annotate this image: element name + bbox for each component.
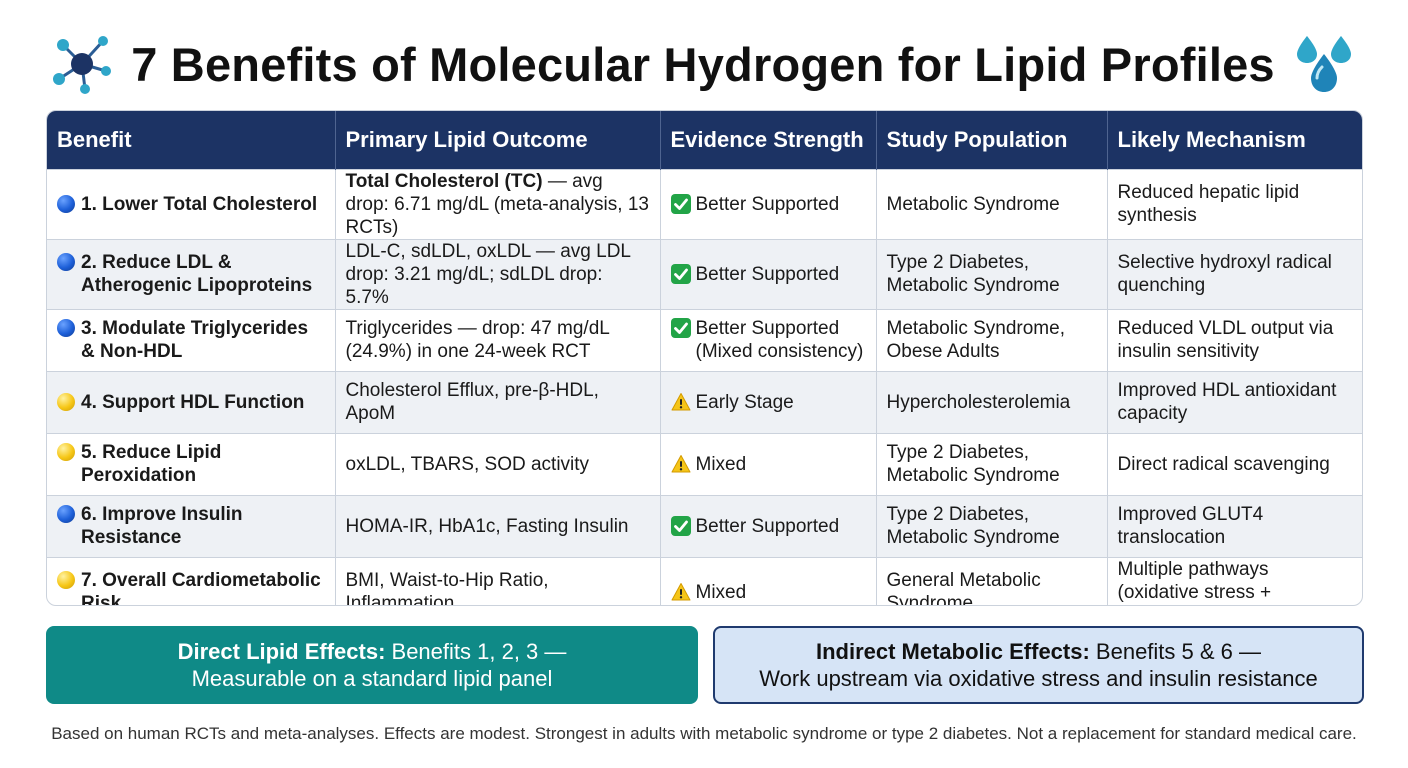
evidence-cell: Mixed: [660, 556, 877, 605]
indirect-effects-box: Indirect Metabolic Effects: Benefits 5 &…: [713, 626, 1364, 704]
evidence-label: Better Supported (Mixed consistency): [695, 318, 864, 362]
indirect-effects-line2: Work upstream via oxidative stress and i…: [759, 666, 1318, 691]
evidence-label: Early Stage: [695, 391, 794, 413]
benefit-cell: 6. Improve Insulin Resistance: [47, 494, 336, 557]
benefit-label: 1. Lower Total Cholesterol: [81, 193, 318, 215]
benefit-label: 6. Improve Insulin Resistance: [81, 504, 243, 548]
blue-dot-icon: [57, 194, 75, 213]
indirect-effects-label: Indirect Metabolic Effects:: [815, 639, 1090, 664]
benefit-label: 5. Reduce Lipid Peroxidation: [81, 442, 222, 486]
population-cell: Metabolic Syndrome: [876, 168, 1108, 239]
indirect-effects-line1: Benefits 5 & 6 —: [1089, 639, 1262, 664]
evidence-cell: Early Stage: [660, 370, 877, 433]
evidence-cell: Better Supported: [660, 238, 877, 309]
mechanism-cell: Improved HDL antioxidant capacity: [1107, 370, 1362, 433]
population-cell: Type 2 Diabetes, Metabolic Syndrome: [876, 494, 1108, 557]
benefit-cell: 5. Reduce Lipid Peroxidation: [47, 432, 336, 495]
check-mark-icon: [670, 193, 691, 214]
evidence-label: Better Supported: [695, 263, 840, 285]
outcome-cell: oxLDL, TBARS, SOD activity: [335, 432, 661, 495]
outcome-cell: HOMA-IR, HbA1c, Fasting Insulin: [335, 494, 661, 557]
check-mark-icon: [670, 515, 691, 536]
evidence-label: Better Supported: [695, 193, 840, 215]
evidence-label: Mixed: [695, 581, 747, 603]
column-header-outcome: Primary Lipid Outcome: [335, 111, 661, 169]
outcome-text: HOMA-IR, HbA1c, Fasting Insulin: [345, 515, 629, 537]
outcome-cell: LDL-C, sdLDL, oxLDL — avg LDL drop: 3.21…: [335, 238, 661, 309]
direct-effects-line1: Benefits 1, 2, 3 —: [385, 639, 567, 664]
yellow-dot-icon: [57, 571, 75, 589]
population-cell: Metabolic Syndrome, Obese Adults: [876, 308, 1108, 371]
direct-effects-box: Direct Lipid Effects: Benefits 1, 2, 3 —…: [46, 626, 698, 704]
benefit-label: 4. Support HDL Function: [81, 391, 305, 413]
column-header-mechanism: Likely Mechanism: [1107, 111, 1362, 169]
outcome-text: oxLDL, TBARS, SOD activity: [345, 453, 590, 475]
yellow-dot-icon: [57, 392, 75, 411]
table-header-row: Benefit Primary Lipid Outcome Evidence S…: [47, 111, 1362, 169]
benefit-label: 3. Modulate Triglycerides & Non-HDL: [81, 318, 309, 362]
page-header: 7 Benefits of Molecular Hydrogen for Lip…: [0, 22, 1408, 106]
yellow-dot-icon: [57, 443, 75, 461]
mechanism-cell: Selective hydroxyl radical quenching: [1107, 238, 1362, 309]
column-header-evidence: Evidence Strength: [660, 111, 877, 169]
evidence-cell: Better Supported (Mixed consistency): [660, 308, 877, 371]
outcome-text: Cholesterol Efflux, pre-β-HDL, ApoM: [345, 380, 599, 424]
population-cell: Type 2 Diabetes, Metabolic Syndrome: [876, 432, 1108, 495]
table-row: 7. Overall Cardiometabolic Risk BMI, Wais…: [47, 556, 1362, 606]
evidence-cell: Better Supported: [660, 168, 877, 239]
outcome-cell: Triglycerides — drop: 47 mg/dL (24.9%) i…: [335, 308, 661, 371]
outcome-text: BMI, Waist-to-Hip Ratio, Inflammation: [345, 570, 549, 606]
evidence-cell: Mixed: [660, 432, 877, 495]
blue-dot-icon: [57, 505, 75, 523]
benefit-label: 2. Reduce LDL & Atherogenic Lipoproteins: [81, 252, 313, 296]
warning-icon: [671, 392, 690, 410]
direct-effects-label: Direct Lipid Effects:: [177, 639, 386, 664]
warning-icon: [671, 582, 690, 600]
column-header-population: Study Population: [876, 111, 1108, 169]
mechanism-cell: Improved GLUT4 translocation: [1107, 494, 1362, 557]
check-mark-icon: [670, 263, 691, 284]
population-cell: General Metabolic Syndrome: [876, 556, 1108, 605]
outcome-text: LDL-C, sdLDL, oxLDL — avg LDL drop: 3.21…: [345, 240, 631, 308]
table-row: 2. Reduce LDL & Atherogenic Lipoproteins…: [47, 238, 1362, 309]
table-row: 4. Support HDL Function Cholesterol Efflu…: [47, 370, 1362, 433]
blue-dot-icon: [57, 319, 75, 337]
population-cell: Type 2 Diabetes, Metabolic Syndrome: [876, 238, 1108, 309]
benefit-cell: 4. Support HDL Function: [47, 370, 336, 433]
molecule-network-icon: [53, 36, 112, 94]
footer-note: Based on human RCTs and meta-analyses. E…: [51, 724, 1357, 743]
mechanism-cell: Direct radical scavenging: [1107, 432, 1362, 495]
benefit-cell: 1. Lower Total Cholesterol: [47, 168, 336, 239]
benefit-cell: 7. Overall Cardiometabolic Risk: [47, 556, 336, 606]
outcome-bold: Total Cholesterol (TC): [345, 170, 543, 192]
page-title: 7 Benefits of Molecular Hydrogen for Lip…: [131, 37, 1275, 91]
outcome-text: Triglycerides — drop: 47 mg/dL (24.9%) i…: [345, 318, 610, 362]
mechanism-cell: Multiple pathways (oxidative stress + in…: [1107, 556, 1362, 605]
benefit-label: 7. Overall Cardiometabolic Risk: [81, 570, 321, 606]
blue-dot-icon: [57, 253, 75, 271]
outcome-cell: Cholesterol Efflux, pre-β-HDL, ApoM: [335, 370, 661, 433]
table-row: 3. Modulate Triglycerides & Non-HDL Trigl…: [47, 308, 1362, 371]
water-drops-icon: [1296, 36, 1351, 92]
outcome-cell: BMI, Waist-to-Hip Ratio, Inflammation: [335, 556, 661, 606]
evidence-label: Better Supported: [695, 515, 840, 537]
population-cell: Hypercholesterolemia: [876, 370, 1108, 433]
evidence-label: Mixed: [695, 453, 747, 475]
column-header-benefit: Benefit: [47, 111, 336, 169]
table-row: 6. Improve Insulin Resistance HOMA-IR, Hb…: [47, 494, 1362, 557]
table-row: 1. Lower Total Cholesterol Total Choleste…: [47, 168, 1362, 239]
warning-icon: [671, 454, 690, 472]
table-row: 5. Reduce Lipid Peroxidation oxLDL, TBARS…: [47, 432, 1362, 495]
outcome-text: — avg drop: 6.71 mg/dL (meta-analysis, 1…: [345, 170, 649, 238]
benefit-cell: 3. Modulate Triglycerides & Non-HDL: [47, 308, 336, 371]
direct-effects-line2: Measurable on a standard lipid panel: [191, 666, 553, 691]
benefit-cell: 2. Reduce LDL & Atherogenic Lipoproteins: [47, 238, 336, 309]
evidence-cell: Better Supported: [660, 494, 877, 557]
check-mark-icon: [670, 318, 691, 338]
benefits-table: Benefit Primary Lipid Outcome Evidence S…: [46, 110, 1363, 606]
mechanism-cell: Reduced hepatic lipid synthesis: [1107, 168, 1362, 239]
mechanism-cell: Reduced VLDL output via insulin sensitiv…: [1107, 308, 1362, 371]
outcome-cell: Total Cholesterol (TC) — avg drop: 6.71 …: [335, 168, 661, 239]
